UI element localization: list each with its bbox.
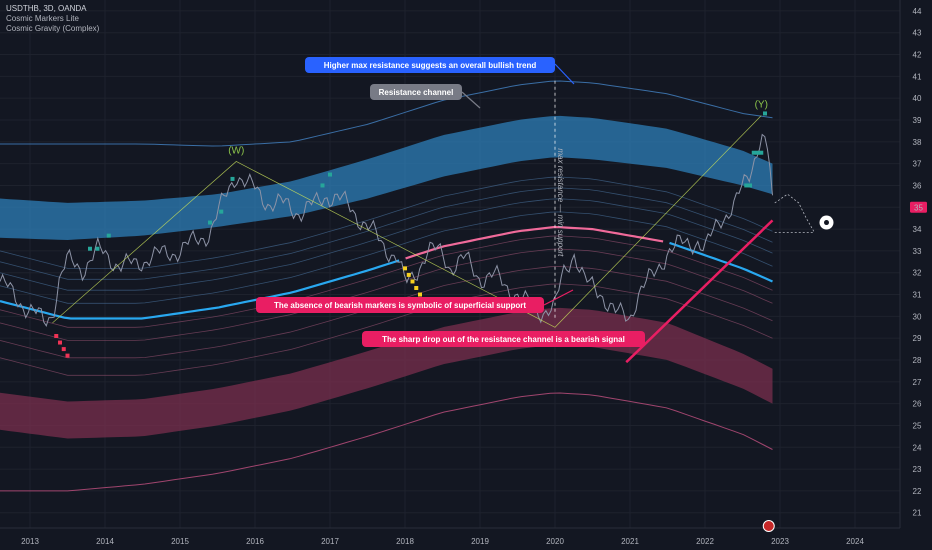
location-pin-dot bbox=[824, 220, 829, 226]
y-tick-label: 28 bbox=[913, 356, 922, 365]
bullish-marker bbox=[744, 183, 749, 188]
bullish-marker bbox=[751, 150, 756, 155]
symbol-title[interactable]: USDTHB, 3D, OANDA bbox=[6, 4, 87, 13]
y-tick-label: 32 bbox=[913, 269, 922, 278]
bearish-marker bbox=[65, 353, 70, 358]
chart-legend: USDTHB, 3D, OANDA Cosmic Markers Lite Co… bbox=[6, 4, 99, 34]
gravity-line bbox=[0, 248, 773, 341]
bullish-marker bbox=[748, 183, 752, 188]
x-tick-label: 2024 bbox=[846, 537, 864, 546]
event-flag-icon[interactable] bbox=[762, 520, 775, 532]
y-tick-label: 44 bbox=[913, 7, 922, 16]
y-tick-label: 33 bbox=[913, 247, 922, 256]
max-min-vertical-label: max resistance — min support bbox=[556, 148, 565, 257]
bearish-marker bbox=[54, 334, 59, 338]
bullish-marker bbox=[95, 246, 100, 251]
y-tick-label: 30 bbox=[913, 312, 922, 321]
y-tick-label: 34 bbox=[913, 225, 922, 234]
wave-label: (Y) bbox=[755, 100, 768, 111]
y-tick-label: 29 bbox=[913, 334, 922, 343]
gravity-line bbox=[0, 235, 773, 328]
midline-blue-left bbox=[0, 259, 400, 320]
gravity-line bbox=[0, 187, 773, 280]
price-axis[interactable] bbox=[900, 0, 932, 550]
x-tick-label: 2015 bbox=[171, 537, 189, 546]
bullish-marker-yellow bbox=[418, 292, 422, 297]
wave-lines bbox=[52, 115, 762, 328]
gravity-line bbox=[0, 176, 773, 269]
current-price-tag bbox=[910, 201, 927, 213]
x-tick-label: 2021 bbox=[621, 537, 639, 546]
price-line bbox=[0, 133, 773, 327]
x-tick-label: 2018 bbox=[396, 537, 414, 546]
y-tick-label: 39 bbox=[913, 116, 922, 125]
y-tick-label: 24 bbox=[913, 443, 922, 452]
midline-pink bbox=[405, 225, 664, 260]
y-tick-label: 21 bbox=[913, 509, 922, 518]
indicator-cosmic-gravity[interactable]: Cosmic Gravity (Complex) bbox=[6, 24, 100, 33]
bullish-marker-yellow bbox=[410, 279, 415, 284]
x-tick-label: 2013 bbox=[21, 537, 39, 546]
indicator-cosmic-markers[interactable]: Cosmic Markers Lite bbox=[6, 14, 79, 23]
bullish-marker-yellow bbox=[414, 286, 419, 290]
bearish-marker bbox=[61, 347, 66, 352]
bullish-marker-yellow bbox=[406, 272, 411, 277]
bullish-marker bbox=[759, 150, 764, 155]
x-tick-label: 2014 bbox=[96, 537, 114, 546]
y-tick-label: 37 bbox=[913, 160, 922, 169]
wave-label: (W) bbox=[228, 145, 244, 156]
callout-bullish-trend[interactable] bbox=[305, 57, 555, 73]
y-tick-label: 26 bbox=[913, 400, 922, 409]
callout-resistance-pointer bbox=[461, 91, 481, 109]
callout-resistance-channel-text: Resistance channel bbox=[379, 88, 454, 97]
y-tick-label: 31 bbox=[913, 291, 922, 300]
bullish-marker-yellow bbox=[403, 266, 407, 271]
gravity-line bbox=[0, 283, 773, 376]
callout-bearish-signal[interactable] bbox=[362, 331, 645, 347]
y-tick-label: 27 bbox=[913, 378, 922, 387]
gravity-line bbox=[0, 211, 773, 304]
bullish-marker bbox=[106, 233, 111, 238]
resistance-channel-band bbox=[0, 115, 773, 240]
x-tick-label: 2022 bbox=[696, 537, 714, 546]
callout-superficial-support[interactable] bbox=[256, 297, 544, 313]
x-tick-label: 2016 bbox=[246, 537, 264, 546]
min-support-line bbox=[0, 392, 773, 492]
bullish-marker bbox=[88, 246, 92, 251]
callout-support-pointer bbox=[543, 289, 574, 306]
y-tick-label: 22 bbox=[913, 487, 922, 496]
callout-resistance-channel[interactable] bbox=[370, 84, 462, 100]
x-tick-label: 2017 bbox=[321, 537, 339, 546]
bullish-marker bbox=[328, 172, 332, 177]
x-tick-label: 2023 bbox=[771, 537, 789, 546]
bearish-marker bbox=[58, 340, 62, 345]
y-tick-label: 43 bbox=[913, 29, 922, 38]
max-resistance-line bbox=[0, 80, 773, 147]
bullish-marker bbox=[320, 183, 325, 188]
x-tick-label: 2019 bbox=[471, 537, 489, 546]
bullish-marker bbox=[219, 209, 224, 214]
y-tick-label: 42 bbox=[913, 51, 922, 60]
current-price-label: 35 bbox=[914, 203, 923, 212]
projection-path bbox=[774, 193, 815, 232]
y-tick-label: 23 bbox=[913, 465, 922, 474]
y-tick-label: 36 bbox=[913, 181, 922, 190]
x-tick-label: 2020 bbox=[546, 537, 564, 546]
y-tick-label: 41 bbox=[913, 72, 922, 81]
bullish-marker bbox=[208, 220, 212, 225]
y-tick-label: 38 bbox=[913, 138, 922, 147]
bullish-marker bbox=[755, 150, 760, 155]
y-tick-label: 40 bbox=[913, 94, 922, 103]
bearish-trendline[interactable] bbox=[625, 219, 774, 364]
callout-bullish-trend-text: Higher max resistance suggests an overal… bbox=[324, 61, 537, 70]
midline-blue-right bbox=[669, 241, 773, 283]
bullish-marker bbox=[230, 176, 235, 181]
callout-superficial-support-text: The absence of bearish markers is symbol… bbox=[274, 301, 526, 310]
gravity-line bbox=[0, 198, 773, 291]
callout-bullish-pointer bbox=[554, 63, 575, 85]
bullish-marker bbox=[763, 111, 767, 116]
y-tick-label: 25 bbox=[913, 421, 922, 430]
callout-bearish-signal-text: The sharp drop out of the resistance cha… bbox=[382, 335, 625, 344]
